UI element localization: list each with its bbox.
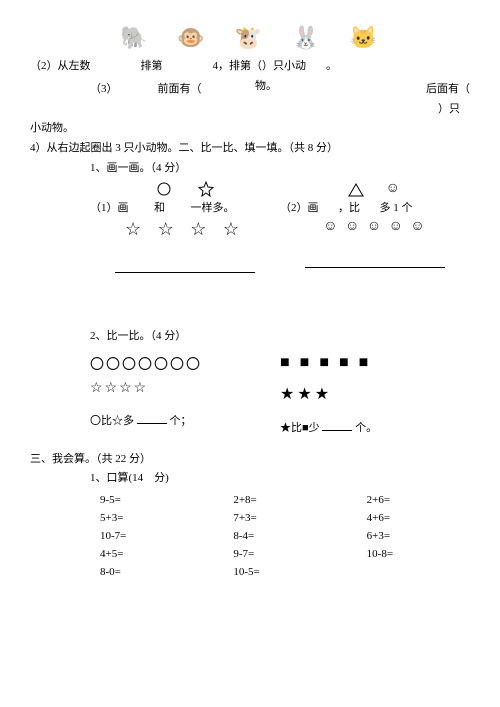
q3-a: 前面有（ <box>158 81 202 99</box>
blank-1[interactable] <box>137 411 167 424</box>
s1-1c: 一样多。 <box>191 202 235 214</box>
star-icon-small <box>198 181 214 197</box>
animal-5: 🐱 <box>350 25 377 51</box>
q2-prefix: （2）从左数 <box>30 58 91 76</box>
black-stars-row: ★★★ <box>280 384 470 404</box>
calc-cell: 2+8= <box>233 494 336 506</box>
calc-cell: 7+3= <box>233 512 336 524</box>
squares-row: ■ ■ ■ ■ ■ <box>280 354 470 372</box>
question-3-line2: ）只 <box>30 101 470 119</box>
s1-2b: ，比 <box>338 202 360 214</box>
calc-grid: 9-5= 2+8= 2+6= 5+3= 7+3= 4+6= 10-7= 8-4=… <box>30 494 470 578</box>
q2-end: 。 <box>326 58 337 76</box>
calc-cell: 10-7= <box>100 530 203 542</box>
q3-d: 小动物。 <box>30 122 74 134</box>
section-3-1: 1、口算(14 分) <box>30 470 470 488</box>
q2-right: 4，排第（）只小动 <box>213 58 307 76</box>
compare-left: 〇〇〇〇〇〇〇 ☆☆☆☆ 〇比☆多 个； <box>30 354 280 435</box>
calc-cell: 8-4= <box>233 530 336 542</box>
smiley-icon: ☺ <box>386 181 402 196</box>
animal-4: 🐰 <box>292 25 319 51</box>
circle-icon <box>156 181 172 197</box>
draw-left-col: （1）画 和 一样多。 ☆ ☆ ☆ ☆ <box>30 181 280 276</box>
smileys-row: ☺ ☺ ☺ ☺ ☺ <box>280 219 470 235</box>
q3-d-line: 小动物。 <box>30 120 470 138</box>
animal-3: 🐮 <box>235 25 262 51</box>
draw-right-col: ☺ （2）画 ，比 多 1 个 ☺ ☺ ☺ ☺ ☺ <box>280 181 470 276</box>
q3-b: 后面有（ <box>426 81 470 99</box>
triangle-icon <box>348 183 364 197</box>
blank-2[interactable] <box>322 418 352 431</box>
calc-cell: 10-5= <box>233 566 336 578</box>
circle-compare-b: 个； <box>170 415 192 427</box>
calc-cell: 2+6= <box>367 494 470 506</box>
calc-cell <box>367 566 470 578</box>
animal-illustrations: 🐘 🐵 🐮 🐰 🐱 <box>30 20 470 56</box>
q2-mid: 排第 <box>141 58 163 76</box>
question-4: 4）从右边起圈出 3 只小动物。二、比一比、填一填。（共 8 分） <box>30 140 470 158</box>
circles-row: 〇〇〇〇〇〇〇 <box>90 354 280 374</box>
calc-cell: 9-7= <box>233 548 336 560</box>
star-compare-a: ★比■少 <box>280 422 320 434</box>
compare-right: ■ ■ ■ ■ ■ ★★★ ★比■少 个。 <box>280 354 470 435</box>
circle-compare-a: 〇比☆多 <box>90 415 134 427</box>
answer-line-right[interactable] <box>305 253 445 268</box>
section-1-title: 1、画一画。（4 分） <box>30 160 470 178</box>
question-3-line: （3） 前面有（ 后面有（ <box>30 81 470 99</box>
calc-cell: 9-5= <box>100 494 203 506</box>
question-2-line: （2）从左数 排第 4，排第（）只小动 。 <box>30 58 470 76</box>
calc-cell: 4+6= <box>367 512 470 524</box>
s1-2a: （2）画 <box>280 202 319 214</box>
section-2-title: 2、比一比。（4 分） <box>30 328 470 346</box>
q3-c: ）只 <box>438 103 460 115</box>
animal-1: 🐘 <box>120 25 147 51</box>
star-compare-b: 个。 <box>355 422 377 434</box>
q3-label: （3） <box>90 81 118 99</box>
s1-1a: （1）画 <box>90 202 129 214</box>
calc-cell: 5+3= <box>100 512 203 524</box>
section-3-title: 三、我会算。（共 22 分） <box>30 451 470 469</box>
calc-cell: 6+3= <box>367 530 470 542</box>
calc-cell: 4+5= <box>100 548 203 560</box>
answer-line-left[interactable] <box>115 258 255 273</box>
calc-cell: 10-8= <box>367 548 470 560</box>
calc-cell: 8-0= <box>100 566 203 578</box>
s1-2c: 多 1 个 <box>380 202 413 214</box>
s1-1b: 和 <box>154 202 165 214</box>
animal-2: 🐵 <box>177 25 204 51</box>
hollow-stars-row: ☆☆☆☆ <box>90 380 280 397</box>
stars-row: ☆ ☆ ☆ ☆ <box>90 219 280 240</box>
